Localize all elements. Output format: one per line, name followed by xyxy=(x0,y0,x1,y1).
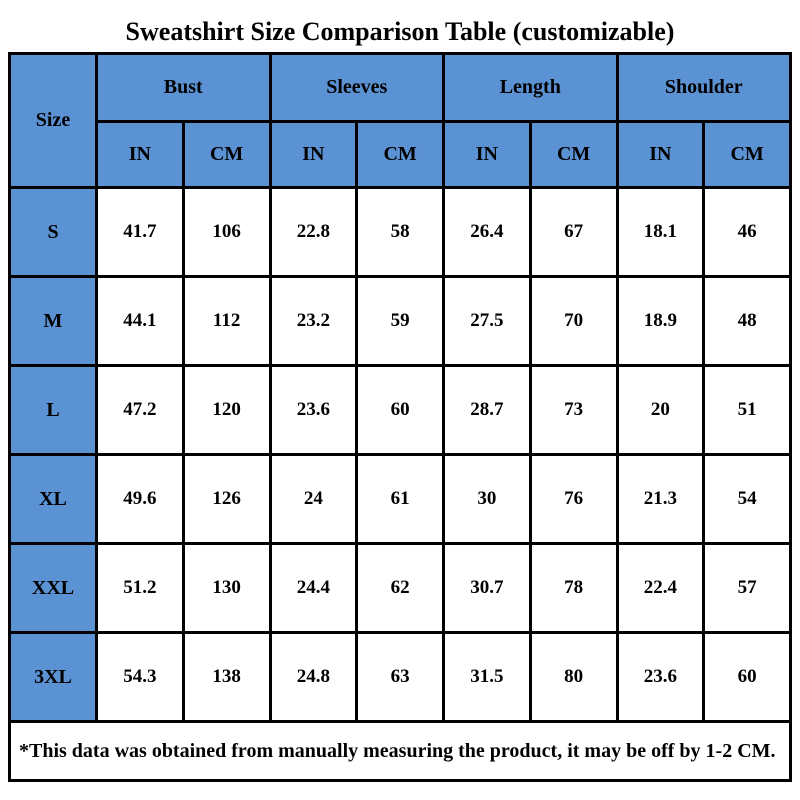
group-header-bust: Bust xyxy=(95,52,272,123)
unit-header-bust-cm: CM xyxy=(181,120,272,189)
measurement-cell: 24.8 xyxy=(268,631,359,723)
unit-header-sleeves-cm: CM xyxy=(355,120,445,189)
measurement-cell: 70 xyxy=(528,275,619,367)
table-row: S 41.7 106 22.8 58 26.4 67 18.1 46 xyxy=(8,186,792,278)
size-table-footer: *This data was obtained from manually me… xyxy=(8,720,792,782)
group-header-row: Size Bust Sleeves Length Shoulder xyxy=(8,52,792,189)
size-label: XXL xyxy=(8,542,98,634)
page-title: Sweatshirt Size Comparison Table (custom… xyxy=(125,17,675,46)
unit-header-length-in: IN xyxy=(442,120,532,189)
size-label: XL xyxy=(8,453,98,545)
measurement-cell: 30 xyxy=(442,453,532,545)
size-table-header: Size Bust Sleeves Length Shoulder IN CM … xyxy=(8,52,792,189)
measurement-cell: 73 xyxy=(528,364,619,456)
unit-header-shoulder-in: IN xyxy=(615,120,706,189)
group-header-length: Length xyxy=(442,52,619,123)
measurement-cell: 80 xyxy=(528,631,619,723)
measurement-cell: 24.4 xyxy=(268,542,359,634)
measurement-cell: 28.7 xyxy=(442,364,532,456)
measurement-cell: 54.3 xyxy=(95,631,185,723)
measurement-cell: 67 xyxy=(528,186,619,278)
table-row: 3XL 54.3 138 24.8 63 31.5 80 23.6 60 xyxy=(8,631,792,723)
measurement-cell: 138 xyxy=(181,631,272,723)
measurement-cell: 54 xyxy=(702,453,792,545)
measurement-cell: 31.5 xyxy=(442,631,532,723)
measurement-cell: 130 xyxy=(181,542,272,634)
size-label: M xyxy=(8,275,98,367)
measurement-cell: 76 xyxy=(528,453,619,545)
measurement-cell: 47.2 xyxy=(95,364,185,456)
measurement-cell: 78 xyxy=(528,542,619,634)
size-column-header: Size xyxy=(8,52,98,189)
group-header-sleeves: Sleeves xyxy=(268,52,445,123)
unit-header-row: IN CM IN CM IN CM IN CM xyxy=(10,120,792,189)
table-row: L 47.2 120 23.6 60 28.7 73 20 51 xyxy=(8,364,792,456)
size-table: Size Bust Sleeves Length Shoulder IN CM … xyxy=(8,52,792,782)
measurement-cell: 23.6 xyxy=(268,364,359,456)
measurement-cell: 48 xyxy=(702,275,792,367)
measurement-cell: 51.2 xyxy=(95,542,185,634)
measurement-cell: 44.1 xyxy=(95,275,185,367)
measurement-cell: 59 xyxy=(355,275,445,367)
measurement-cell: 18.1 xyxy=(615,186,706,278)
unit-header-shoulder-cm: CM xyxy=(702,120,792,189)
table-row: XXL 51.2 130 24.4 62 30.7 78 22.4 57 xyxy=(8,542,792,634)
measurement-cell: 18.9 xyxy=(615,275,706,367)
measurement-cell: 106 xyxy=(181,186,272,278)
measurement-cell: 23.6 xyxy=(615,631,706,723)
unit-header-length-cm: CM xyxy=(528,120,619,189)
measurement-cell: 63 xyxy=(355,631,445,723)
size-label: 3XL xyxy=(8,631,98,723)
measurement-cell: 49.6 xyxy=(95,453,185,545)
table-row: M 44.1 112 23.2 59 27.5 70 18.9 48 xyxy=(8,275,792,367)
table-row: XL 49.6 126 24 61 30 76 21.3 54 xyxy=(8,453,792,545)
measurement-cell: 20 xyxy=(615,364,706,456)
measurement-cell: 60 xyxy=(355,364,445,456)
unit-header-sleeves-in: IN xyxy=(268,120,359,189)
measurement-cell: 62 xyxy=(355,542,445,634)
measurement-cell: 61 xyxy=(355,453,445,545)
measurement-cell: 126 xyxy=(181,453,272,545)
unit-header-bust-in: IN xyxy=(95,120,185,189)
size-table-body: S 41.7 106 22.8 58 26.4 67 18.1 46 M 44.1 112 23.2 59… xyxy=(8,186,792,723)
measurement-cell: 57 xyxy=(702,542,792,634)
measurement-cell: 23.2 xyxy=(268,275,359,367)
measurement-cell: 58 xyxy=(355,186,445,278)
group-header-shoulder: Shoulder xyxy=(615,52,792,123)
measurement-cell: 46 xyxy=(702,186,792,278)
size-label: S xyxy=(8,186,98,278)
measurement-cell: 60 xyxy=(702,631,792,723)
measurement-cell: 24 xyxy=(268,453,359,545)
measurement-cell: 22.8 xyxy=(268,186,359,278)
measurement-cell: 21.3 xyxy=(615,453,706,545)
measurement-cell: 27.5 xyxy=(442,275,532,367)
footnote-row: *This data was obtained from manually me… xyxy=(8,720,792,782)
measurement-cell: 51 xyxy=(702,364,792,456)
measurement-cell: 41.7 xyxy=(95,186,185,278)
measurement-cell: 120 xyxy=(181,364,272,456)
measurement-cell: 30.7 xyxy=(442,542,532,634)
footnote: *This data was obtained from manually me… xyxy=(8,720,792,782)
measurement-cell: 112 xyxy=(181,275,272,367)
size-label: L xyxy=(8,364,98,456)
measurement-cell: 22.4 xyxy=(615,542,706,634)
measurement-cell: 26.4 xyxy=(442,186,532,278)
